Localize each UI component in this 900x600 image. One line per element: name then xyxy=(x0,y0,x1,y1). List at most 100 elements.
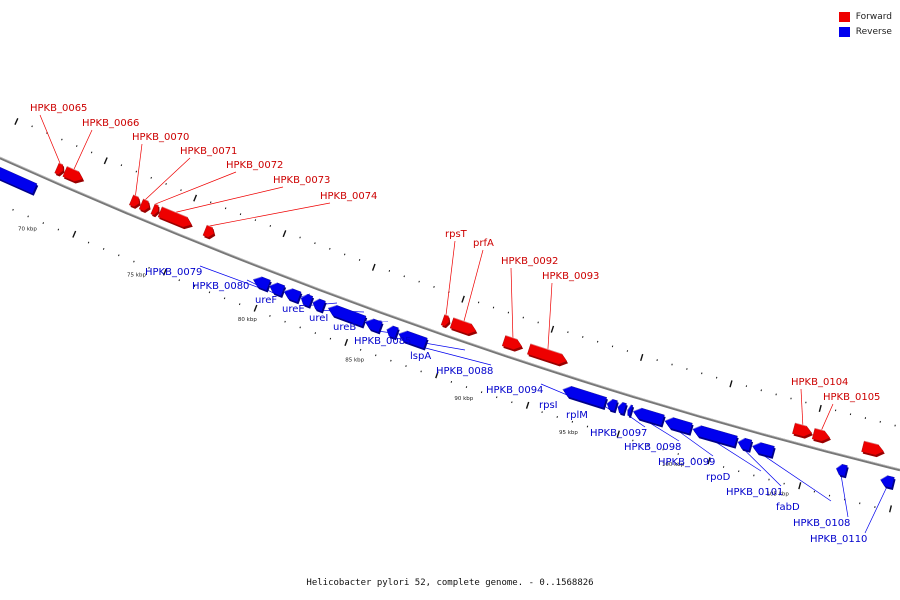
gene-arrow-body xyxy=(138,198,150,212)
gene-label: HPKB_0098 xyxy=(624,442,681,453)
legend: Forward Reverse xyxy=(838,9,892,39)
gene-arrow-gloss xyxy=(269,282,278,287)
leader-line xyxy=(629,415,646,428)
gene-arrow-gloss xyxy=(206,224,213,228)
gene-arrow-gloss xyxy=(664,417,674,422)
gene-labels: HPKB_0065 HPKB_0066 HPKB_0070 HPKB_0071 HPKB… xyxy=(30,103,880,545)
tick-marks xyxy=(12,118,896,513)
gene-arrow-body xyxy=(562,386,607,409)
gene-arrow-body xyxy=(632,407,665,426)
forward-gene-arrow xyxy=(501,334,524,352)
gene-arrow-body xyxy=(751,442,775,458)
gene-arrow-gloss xyxy=(143,198,149,202)
tick-mark xyxy=(537,321,539,324)
tick-mark xyxy=(329,337,332,340)
tick-mark xyxy=(239,213,242,216)
tick-mark xyxy=(282,230,287,238)
forward-gene-arrow xyxy=(449,317,478,337)
leader-line xyxy=(714,440,762,472)
genome-backbone-highlight xyxy=(0,156,900,470)
scale-label: 105 kbp xyxy=(767,491,790,497)
gene-label: HPKB_0080 xyxy=(192,281,249,292)
gene-arrow-gloss xyxy=(312,298,320,303)
gene-arrow-body xyxy=(440,314,450,327)
gene-arrow-gloss xyxy=(58,162,64,165)
reverse-gene-arrow xyxy=(617,401,628,417)
gene-arrow-body xyxy=(0,167,38,195)
tick-mark xyxy=(418,280,420,283)
tick-mark xyxy=(450,380,453,383)
tick-mark xyxy=(435,371,439,379)
gene-arrow-gloss xyxy=(562,385,572,390)
gene-label: HPKB_0072 xyxy=(226,160,283,171)
tick-mark xyxy=(525,401,530,409)
tick-mark xyxy=(193,285,196,288)
gene-arrow-gloss xyxy=(632,407,642,412)
gene-arrow-gloss xyxy=(386,325,394,330)
leader-line xyxy=(864,487,888,534)
tick-mark xyxy=(165,183,167,185)
gene-label: HPKB_0088 xyxy=(436,366,493,377)
gene-label: rpoD xyxy=(706,472,731,483)
tick-mark xyxy=(209,201,212,204)
gene-arrow-gloss xyxy=(283,288,293,292)
forward-label: Forward xyxy=(855,11,892,22)
gene-arrow-body xyxy=(312,298,326,312)
tick-mark xyxy=(133,260,135,263)
tick-mark xyxy=(135,170,138,173)
gene-arrow-gloss xyxy=(814,427,825,432)
forward-gene-arrow xyxy=(811,427,831,444)
tick-mark xyxy=(818,404,822,412)
reverse-gene-arrow xyxy=(664,417,694,436)
gene-label: HPKB_0094 xyxy=(486,385,543,396)
tick-mark xyxy=(299,326,301,329)
tick-mark xyxy=(314,242,316,245)
gene-label: HPKB_0066 xyxy=(82,118,139,129)
gene-arrow-gloss xyxy=(627,404,632,410)
forward-gene-arrow xyxy=(150,203,160,218)
gene-label: HPKB_0097 xyxy=(590,428,647,439)
tick-mark xyxy=(223,297,226,300)
gene-arrow-body xyxy=(617,402,627,415)
gene-label: HPKB_0074 xyxy=(320,191,377,202)
tick-mark xyxy=(162,268,167,276)
leader-line xyxy=(510,267,514,338)
gene-arrow-gloss xyxy=(880,475,888,481)
gene-label: HPKB_0065 xyxy=(30,103,87,114)
gene-arrow-shadow xyxy=(628,406,635,419)
tick-mark xyxy=(344,338,349,346)
gene-label: rplM xyxy=(566,410,588,421)
tick-mark xyxy=(550,325,555,333)
gene-label: ureI xyxy=(309,313,328,324)
tick-mark xyxy=(390,359,392,362)
genome-caption: Helicobacter pylori 52, complete genome.… xyxy=(306,578,594,588)
tick-mark xyxy=(75,145,78,147)
leader-line xyxy=(155,171,237,205)
tick-mark xyxy=(193,194,198,202)
gene-arrow-gloss xyxy=(133,194,139,198)
gene-arrow-body xyxy=(811,427,831,442)
gene-arrow-body xyxy=(327,305,367,327)
gene-arrow-body xyxy=(606,398,618,412)
tick-mark xyxy=(14,118,19,125)
gene-arrow-gloss xyxy=(300,293,308,299)
reverse-gene-arrow xyxy=(627,404,635,419)
reverse-gene-arrow xyxy=(300,293,315,309)
leader-line xyxy=(199,265,262,289)
leader-line xyxy=(175,186,284,213)
tick-mark xyxy=(480,391,483,394)
reverse-swatch xyxy=(838,26,850,37)
gene-label: HPKB_0070 xyxy=(132,132,189,143)
gene-label: HPKB_0108 xyxy=(793,518,850,529)
tick-mark xyxy=(180,189,182,192)
tick-mark xyxy=(522,316,524,319)
gene-arrow-body xyxy=(880,475,895,489)
tick-mark xyxy=(496,396,498,399)
gene-arrow-body xyxy=(692,425,738,447)
tick-mark xyxy=(616,430,620,438)
gene-label: HPKB_0099 xyxy=(658,457,715,468)
tick-mark xyxy=(375,354,377,357)
tick-mark xyxy=(359,348,362,351)
tick-mark xyxy=(178,279,181,282)
